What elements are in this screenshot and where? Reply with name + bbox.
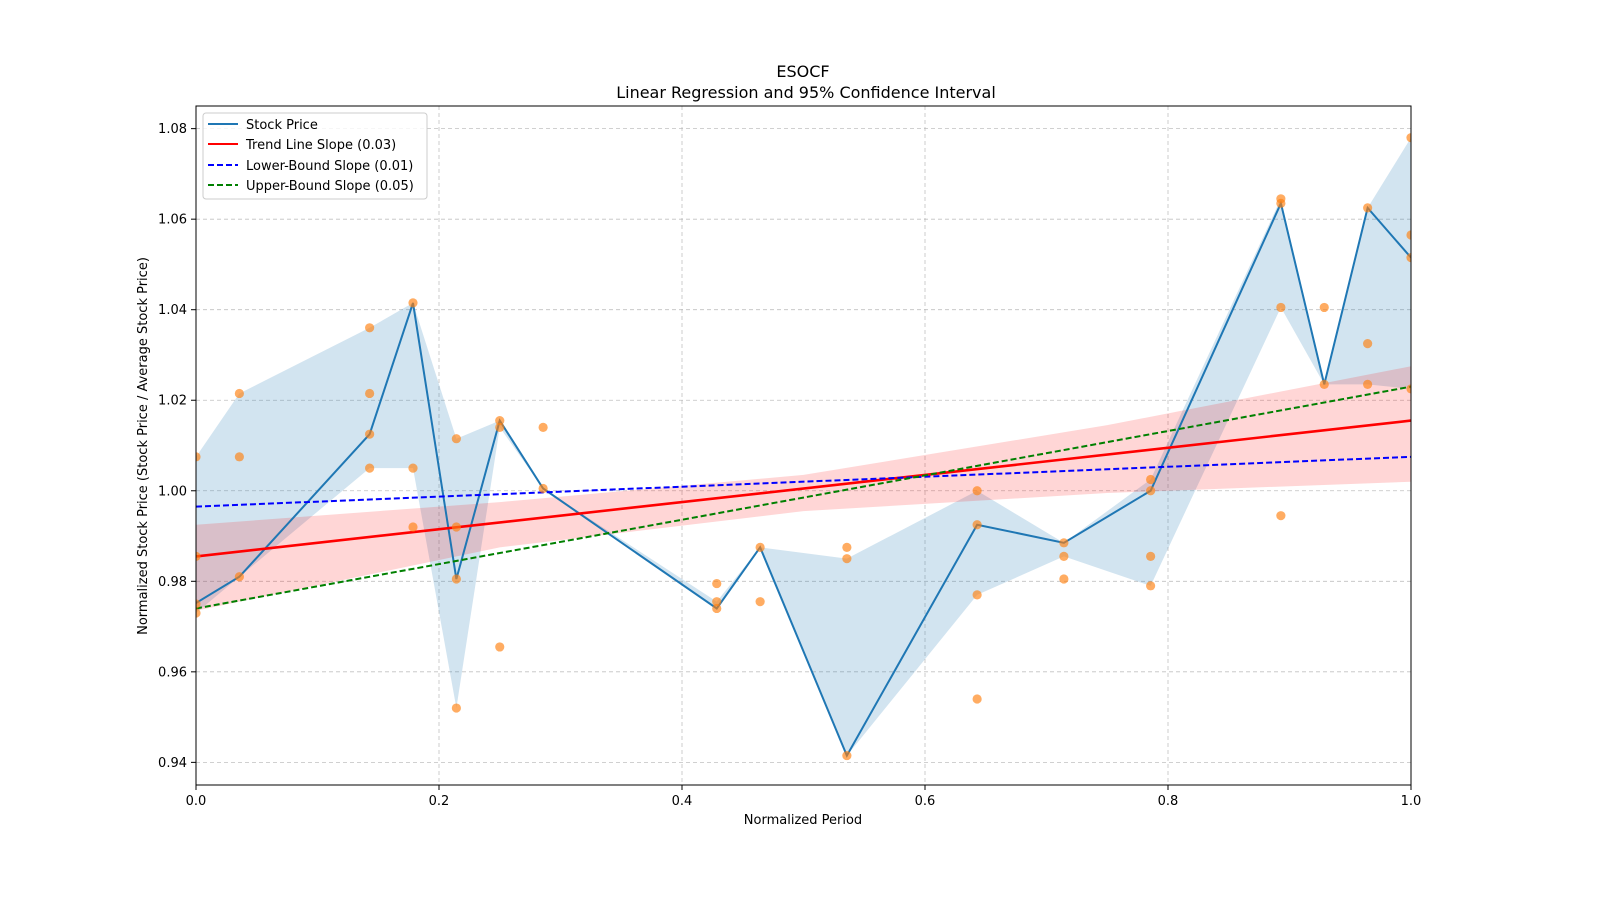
upper-bound-line — [196, 385, 1411, 610]
scatter-point — [1363, 339, 1373, 349]
scatter-point — [234, 388, 244, 399]
x-tick-label: 0.0 — [186, 794, 207, 809]
scatter-point — [755, 542, 765, 552]
scatter-point — [538, 483, 548, 494]
scatter-point — [196, 452, 201, 462]
scatter-point — [451, 703, 461, 713]
scatter-points — [196, 133, 1411, 761]
scatter-point — [365, 388, 375, 399]
x-tick-label: 0.6 — [915, 794, 936, 809]
plot-frame — [195, 105, 1412, 786]
scatter-point — [712, 578, 722, 589]
scatter-point — [1059, 551, 1069, 562]
scatter-point — [234, 572, 244, 582]
lower-bound-line — [196, 455, 1411, 508]
scatter-point — [1146, 551, 1156, 562]
scatter-point — [408, 298, 418, 308]
scatter-point — [1146, 474, 1156, 485]
legend-label-lower-bound: Lower-Bound Slope (0.01) — [246, 159, 413, 174]
x-tick-label: 0.8 — [1158, 794, 1179, 809]
y-tick-label: 1.08 — [158, 122, 187, 137]
scatter-point — [712, 603, 722, 614]
scatter-point — [842, 542, 852, 552]
scatter-point — [495, 642, 505, 652]
scatter-point — [1406, 253, 1411, 263]
y-tick-label: 1.00 — [158, 484, 187, 499]
scatter-point — [1319, 302, 1329, 313]
trend-line — [196, 419, 1411, 558]
y-tick-label: 0.94 — [158, 756, 187, 771]
scatter-point — [365, 463, 375, 473]
scatter-point — [495, 416, 505, 426]
scatter-point — [1406, 384, 1411, 394]
scatter-point — [755, 597, 765, 607]
scatter-point — [972, 694, 982, 704]
scatter-point — [1146, 486, 1156, 496]
legend-label-upper-bound: Upper-Bound Slope (0.05) — [246, 179, 414, 194]
chart-title: ESOCF — [776, 62, 829, 81]
y-tick-label: 0.96 — [158, 665, 187, 680]
scatter-point — [972, 486, 982, 496]
x-tick-label: 1.0 — [1401, 794, 1422, 809]
scatter-point — [972, 590, 982, 600]
scatter-point — [451, 574, 461, 584]
y-axis-label: Normalized Stock Price (Stock Price / Av… — [136, 257, 151, 635]
scatter-point — [1406, 230, 1411, 240]
scatter-point — [1363, 379, 1373, 389]
scatter-point — [1363, 203, 1373, 213]
scatter-point — [234, 452, 244, 462]
legend-label-trend-line: Trend Line Slope (0.03) — [245, 138, 396, 153]
chart-subtitle: Linear Regression and 95% Confidence Int… — [616, 83, 996, 102]
scatter-point — [495, 422, 505, 432]
x-tick-label: 0.2 — [429, 794, 450, 809]
scatter-point — [1276, 511, 1286, 521]
scatter-point — [408, 522, 418, 532]
scatter-point — [1059, 574, 1069, 584]
scatter-point — [451, 522, 461, 532]
scatter-point — [1146, 581, 1156, 591]
scatter-point — [1276, 302, 1286, 313]
scatter-point — [196, 608, 201, 618]
y-axis-ticks: 0.94 0.96 0.98 1.00 1.02 1.04 1.06 1.08 — [158, 122, 196, 771]
scatter-point — [196, 599, 201, 609]
y-tick-label: 1.04 — [158, 303, 187, 318]
y-tick-label: 1.02 — [158, 394, 187, 409]
scatter-point — [365, 429, 375, 439]
scatter-point — [1276, 198, 1286, 208]
scatter-point — [842, 554, 852, 564]
scatter-point — [451, 434, 461, 444]
scatter-point — [1059, 538, 1069, 548]
scatter-point — [842, 750, 852, 761]
y-tick-label: 0.98 — [158, 575, 187, 590]
x-axis-label: Normalized Period — [744, 813, 862, 828]
scatter-point — [1406, 133, 1411, 143]
legend-box — [202, 112, 428, 200]
legend-label-stock-price: Stock Price — [246, 118, 318, 133]
scatter-point — [196, 551, 201, 562]
x-axis-ticks: 0.0 0.2 0.4 0.6 0.8 1.0 — [186, 785, 1422, 809]
scatter-point — [712, 597, 722, 607]
scatter-point — [1319, 379, 1329, 389]
scatter-point — [365, 323, 375, 333]
scatter-point — [972, 520, 982, 530]
scatter-point — [538, 422, 548, 432]
x-tick-label: 0.4 — [672, 794, 693, 809]
scatter-point — [408, 463, 418, 473]
legend: Stock Price Trend Line Slope (0.03) Lowe… — [202, 112, 428, 200]
y-tick-label: 1.06 — [158, 213, 187, 228]
